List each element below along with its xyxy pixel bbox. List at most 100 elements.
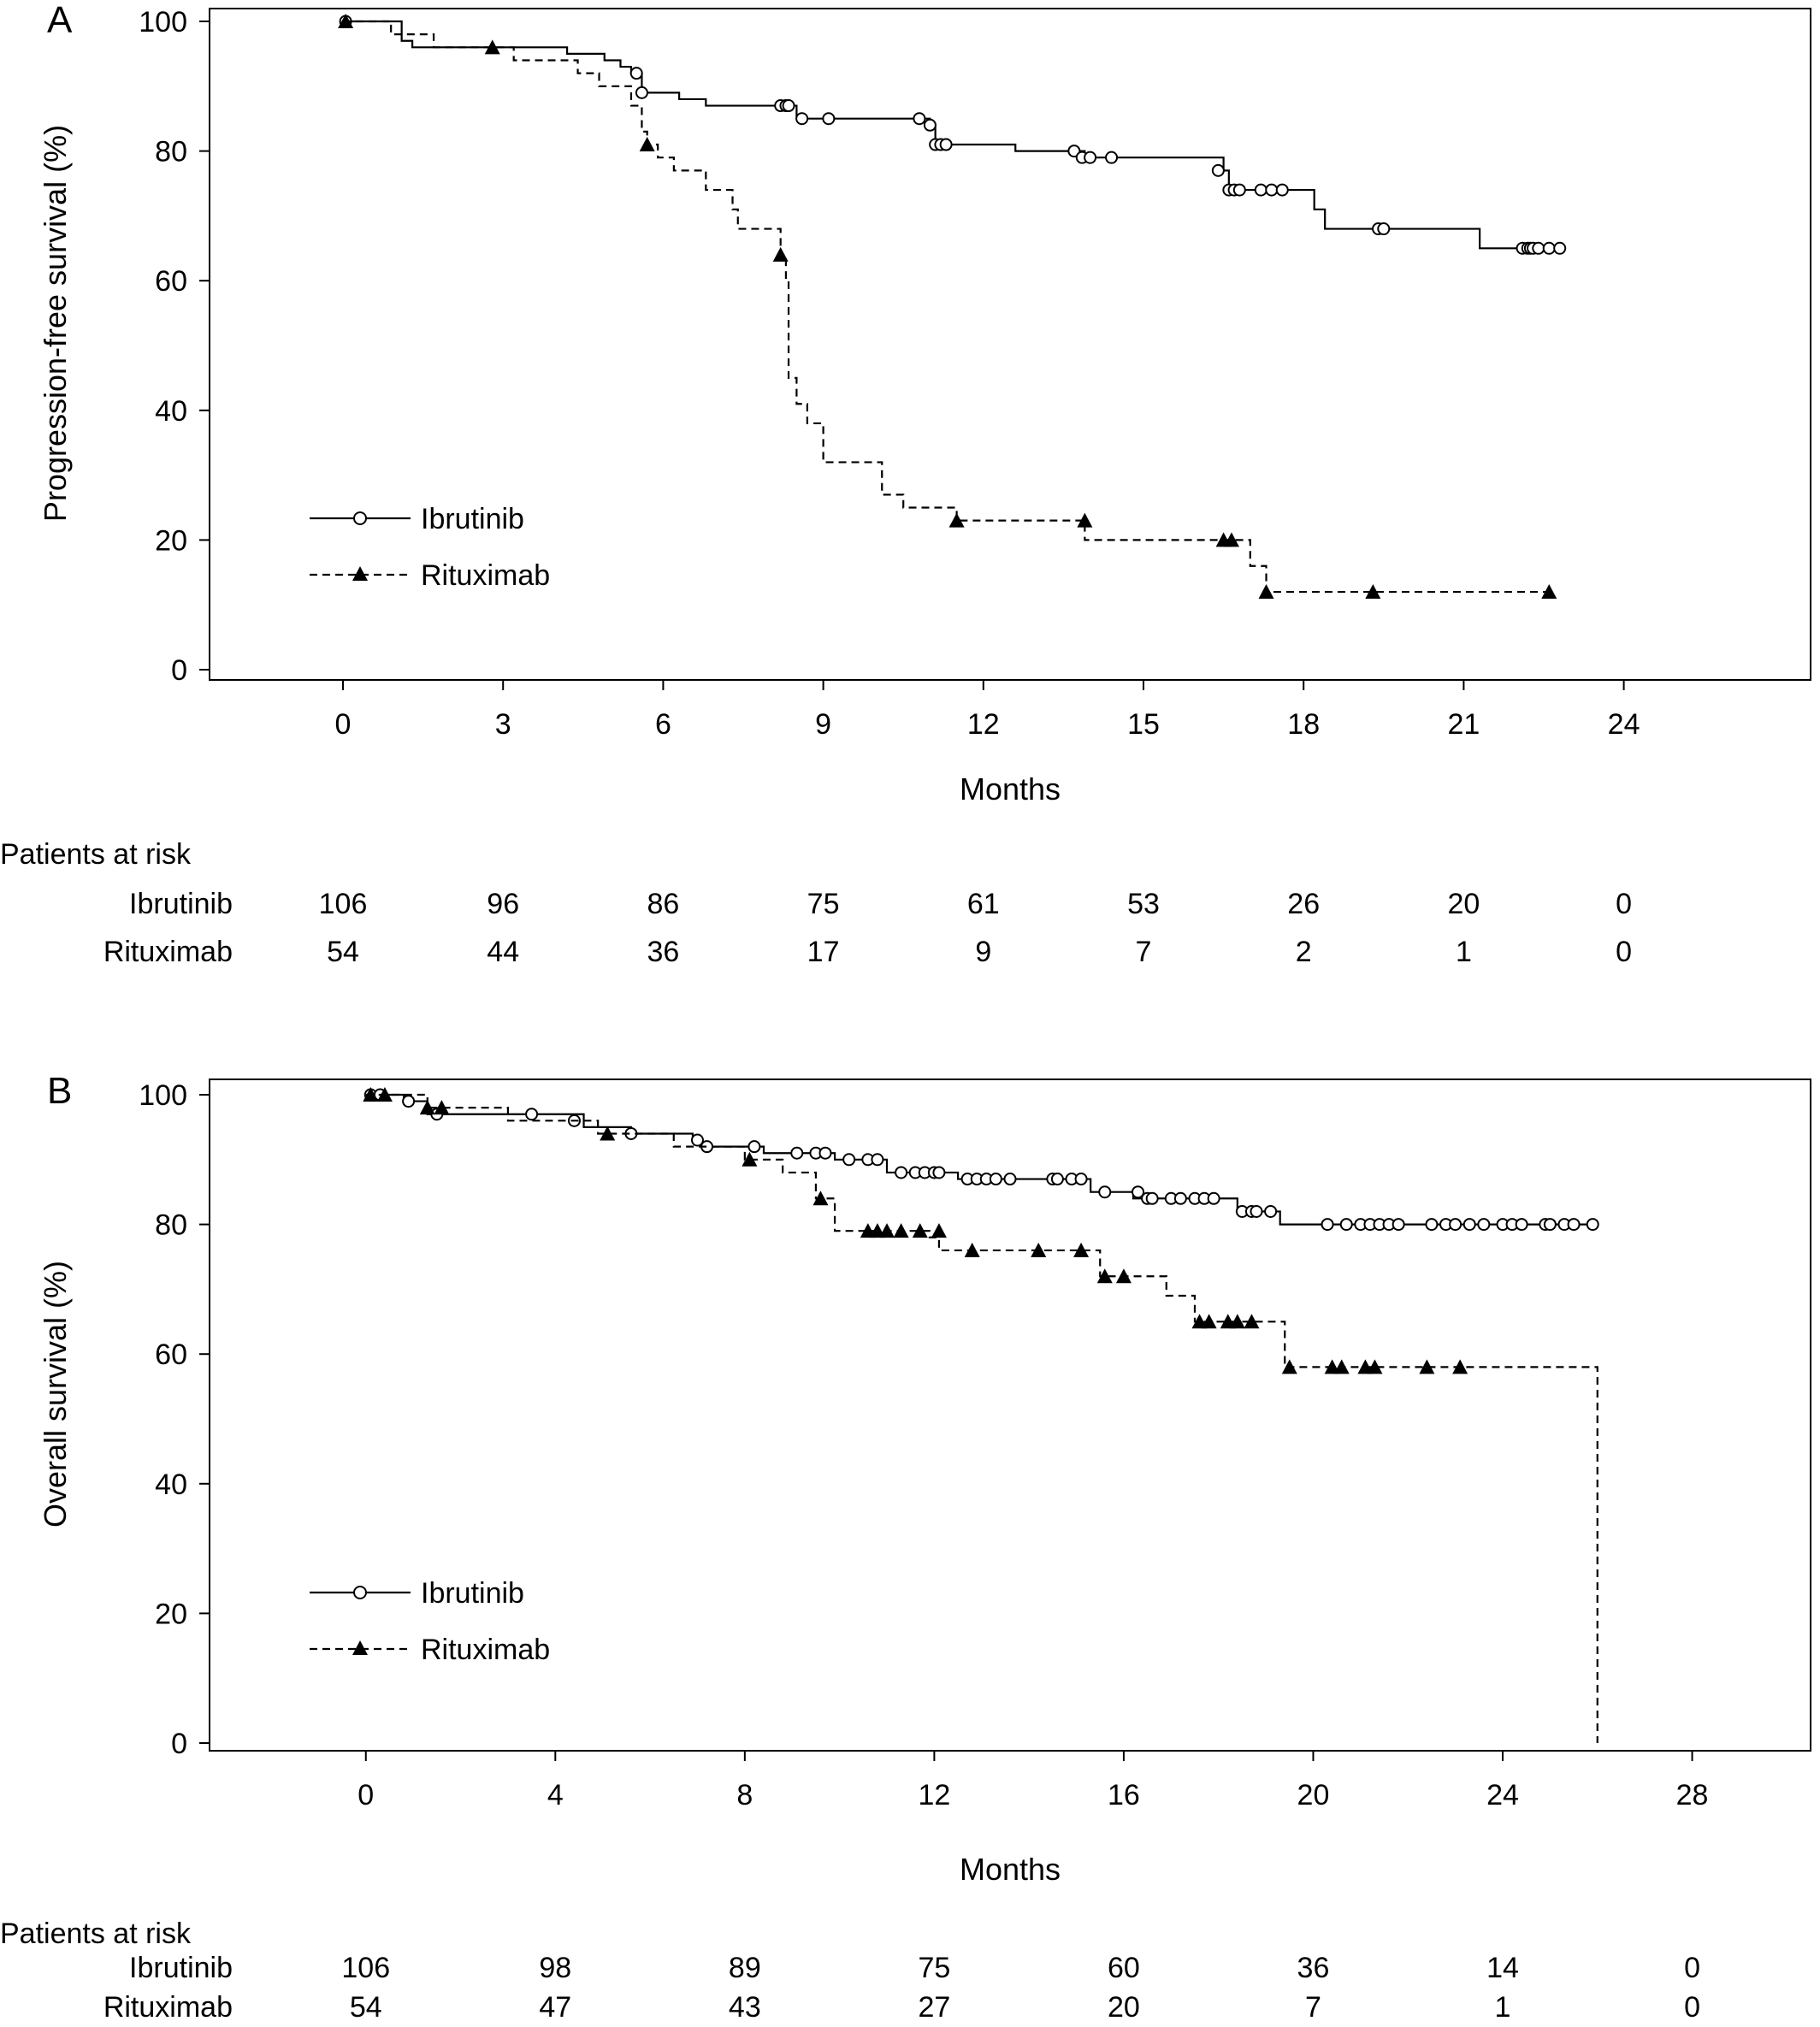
panel-a-risk-row-rituximab-label: Rituximab (103, 936, 233, 968)
censor-marker-ibrutinib (1145, 1191, 1159, 1205)
censor-marker-rituximab (879, 1223, 895, 1238)
x-tick-label: 12 (918, 1779, 950, 1811)
censor-marker-rituximab (812, 1191, 829, 1206)
y-tick-label: 60 (155, 265, 187, 298)
risk-count-rituximab: 27 (918, 1991, 950, 2024)
censor-marker-ibrutinib (1586, 1218, 1599, 1232)
y-tick-label: 0 (171, 654, 187, 687)
censor-marker-ibrutinib (1567, 1218, 1581, 1232)
risk-count-ibrutinib: 0 (1684, 1952, 1700, 1984)
panel-b-risk-table: Patients at risk Ibrutinib Rituximab 106… (0, 1918, 1700, 2024)
censor-marker-ibrutinib (1211, 163, 1225, 177)
censor-marker-ibrutinib (1250, 1204, 1263, 1218)
x-tick-label: 0 (358, 1779, 374, 1811)
x-tick-label: 8 (736, 1779, 753, 1811)
series-ibrutinib-line (343, 20, 1560, 250)
censor-marker-rituximab (1367, 1359, 1383, 1374)
censor-marker-ibrutinib (790, 1146, 804, 1160)
y-tick-label: 40 (155, 1469, 187, 1501)
censor-marker-ibrutinib (895, 1166, 908, 1179)
series-rituximab-line (343, 20, 1550, 594)
censor-marker-rituximab (1223, 532, 1239, 547)
censor-marker-rituximab (893, 1223, 909, 1238)
censor-marker-ibrutinib (1532, 241, 1545, 255)
censor-marker-ibrutinib (1084, 151, 1097, 164)
panel-b-risk-row-ibrutinib-label: Ibrutinib (129, 1952, 233, 1984)
risk-count-rituximab: 43 (729, 1991, 761, 2024)
censor-marker-ibrutinib (871, 1153, 884, 1167)
legend-b-ibrutinib-marker (353, 1586, 367, 1599)
risk-count-ibrutinib: 36 (1297, 1952, 1330, 1984)
censor-marker-ibrutinib (1105, 151, 1119, 164)
panel-a: A Progression-free survival (%) Months 0… (0, 0, 1811, 968)
y-tick-label: 60 (155, 1339, 187, 1371)
risk-count-ibrutinib: 14 (1486, 1952, 1519, 1984)
panel-b-plot-frame (209, 1079, 1811, 1752)
risk-count-rituximab: 17 (807, 936, 840, 968)
y-tick-label: 100 (139, 1079, 187, 1112)
censor-marker-ibrutinib (1050, 1173, 1064, 1186)
censor-marker-ibrutinib (1425, 1218, 1439, 1232)
censor-marker-rituximab (484, 39, 500, 55)
y-tick-label: 20 (155, 524, 187, 557)
censor-marker-ibrutinib (932, 1166, 946, 1179)
panel-b-risk-counts: 106 98 89 75 60 36 14 0 54 47 43 27 20 7 1 0 (341, 1952, 1700, 2024)
legend-b-rituximab-label: Rituximab (421, 1634, 550, 1666)
panel-b-y-axis-title: Overall survival (%) (38, 1261, 73, 1528)
risk-count-ibrutinib: 89 (729, 1952, 761, 1984)
censor-marker-rituximab (742, 1151, 758, 1167)
risk-count-ibrutinib: 60 (1108, 1952, 1140, 1984)
legend-a-rituximab-label: Rituximab (421, 559, 550, 592)
censor-marker-rituximab (1258, 584, 1274, 600)
panel-a-x-axis-title: Months (960, 771, 1061, 807)
censor-marker-rituximab (434, 1100, 450, 1115)
risk-count-ibrutinib: 53 (1127, 888, 1160, 920)
panel-a-risk-table-header: Patients at risk (0, 838, 192, 871)
censor-marker-ibrutinib (842, 1153, 856, 1167)
censor-marker-rituximab (1115, 1268, 1132, 1284)
risk-count-rituximab: 7 (1136, 936, 1152, 968)
x-tick-label: 12 (967, 708, 1000, 741)
risk-count-ibrutinib: 106 (341, 1952, 390, 1984)
panel-a-y-axis-title: Progression-free survival (%) (38, 125, 73, 522)
panel-b-y-ticks: 0 20 40 60 80 100 (139, 1079, 210, 1760)
censor-marker-ibrutinib (1449, 1218, 1462, 1232)
risk-count-ibrutinib: 20 (1447, 888, 1480, 920)
risk-count-ibrutinib: 106 (319, 888, 368, 920)
x-tick-label: 21 (1447, 708, 1480, 741)
risk-count-rituximab: 0 (1684, 1991, 1700, 2024)
panel-b: B Overall survival (%) Months 0204060801… (0, 1070, 1811, 2024)
panel-b-curves (363, 1087, 1599, 1743)
x-tick-label: 0 (335, 708, 352, 741)
x-tick-label: 4 (547, 1779, 564, 1811)
censor-marker-ibrutinib (1265, 183, 1279, 197)
censor-marker-ibrutinib (1098, 1185, 1112, 1199)
risk-count-ibrutinib: 75 (918, 1952, 950, 1984)
censor-marker-rituximab (363, 1087, 379, 1102)
censor-marker-rituximab (1333, 1359, 1350, 1374)
censor-marker-rituximab (419, 1100, 435, 1115)
risk-count-rituximab: 7 (1305, 1991, 1321, 2024)
censor-marker-ibrutinib (1553, 241, 1567, 255)
censor-marker-rituximab (376, 1087, 393, 1102)
censor-marker-rituximab (772, 246, 789, 262)
risk-count-ibrutinib: 75 (807, 888, 840, 920)
censor-marker-rituximab (1541, 584, 1557, 600)
risk-count-rituximab: 2 (1296, 936, 1312, 968)
x-tick-label: 6 (655, 708, 671, 741)
censor-marker-rituximab (338, 14, 354, 28)
panel-a-label: A (47, 0, 73, 41)
censor-marker-ibrutinib (1339, 1218, 1353, 1232)
censor-marker-ibrutinib (402, 1095, 416, 1108)
risk-count-rituximab: 9 (975, 936, 991, 968)
y-tick-label: 40 (155, 395, 187, 428)
censor-marker-ibrutinib (989, 1173, 1002, 1186)
x-tick-label: 18 (1287, 708, 1320, 741)
censor-marker-ibrutinib (748, 1140, 761, 1154)
censor-marker-ibrutinib (1477, 1218, 1491, 1232)
censor-marker-rituximab (931, 1223, 947, 1238)
censor-marker-ibrutinib (635, 86, 648, 99)
risk-count-rituximab: 0 (1616, 936, 1632, 968)
y-tick-label: 0 (171, 1728, 187, 1760)
